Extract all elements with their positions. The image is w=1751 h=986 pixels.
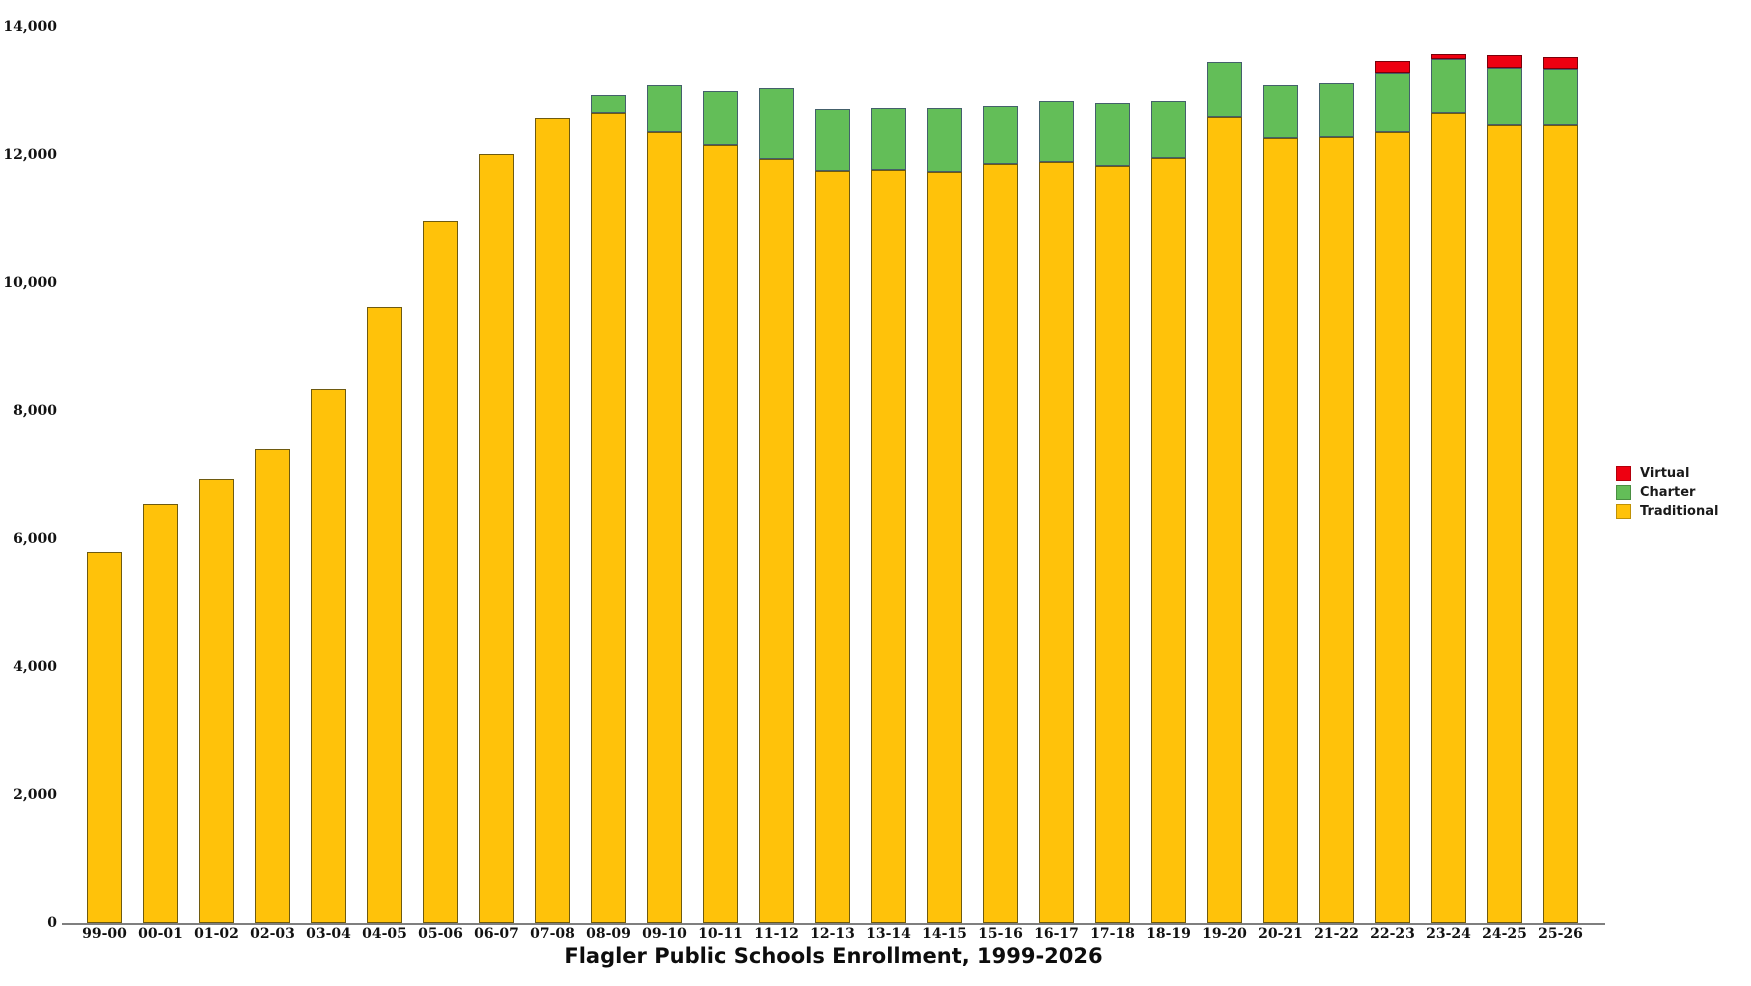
bar-segment-charter-14-15: [927, 108, 962, 173]
bar-segment-traditional-05-06: [423, 220, 458, 923]
bar-segment-charter-13-14: [871, 108, 906, 170]
y-axis-tick-label: 12,000: [3, 147, 57, 163]
y-axis-tick-label: 8,000: [13, 403, 57, 419]
bar-segment-charter-20-21: [1263, 85, 1298, 138]
bar-segment-charter-25-26: [1543, 69, 1578, 125]
bar-segment-traditional-06-07: [479, 153, 514, 923]
x-axis-tick-label: 20-21: [1258, 926, 1303, 942]
bar-segment-traditional-24-25: [1487, 124, 1522, 923]
bar-segment-traditional-21-22: [1319, 137, 1354, 923]
x-axis-tick-label: 18-19: [1146, 926, 1191, 942]
y-axis-tick-label: 0: [47, 915, 57, 931]
bar-segment-traditional-08-09: [591, 112, 626, 923]
bar-segment-charter-19-20: [1207, 61, 1242, 118]
bar-segment-traditional-02-03: [255, 449, 290, 923]
y-axis-tick-label: 2,000: [13, 787, 57, 803]
bar-segment-traditional-12-13: [815, 171, 850, 923]
x-axis-tick-label: 19-20: [1202, 926, 1247, 942]
bar-segment-traditional-04-05: [367, 306, 402, 923]
legend-label: Virtual: [1640, 466, 1690, 481]
x-axis-line: [62, 923, 1605, 925]
x-axis-tick-label: 21-22: [1314, 926, 1359, 942]
bar-segment-charter-22-23: [1375, 73, 1410, 132]
x-axis-tick-label: 24-25: [1482, 926, 1527, 942]
x-axis-tick-label: 12-13: [810, 926, 855, 942]
bar-segment-traditional-00-01: [143, 503, 178, 923]
bar-segment-charter-09-10: [647, 85, 682, 132]
bar-segment-traditional-14-15: [927, 172, 962, 923]
x-axis-tick-label: 04-05: [362, 926, 407, 942]
bar-segment-charter-08-09: [591, 94, 626, 113]
legend-label: Traditional: [1640, 504, 1719, 519]
bar-segment-traditional-25-26: [1543, 124, 1578, 923]
bar-segment-charter-10-11: [703, 91, 738, 145]
legend-swatch-traditional: [1616, 504, 1631, 519]
bar-segment-charter-15-16: [983, 105, 1018, 164]
x-axis-tick-label: 16-17: [1034, 926, 1079, 942]
bar-segment-charter-23-24: [1431, 59, 1466, 113]
x-axis-tick-label: 11-12: [754, 926, 799, 942]
bar-segment-traditional-18-19: [1151, 158, 1186, 923]
x-axis-tick-label: 03-04: [306, 926, 351, 942]
y-axis-tick-label: 4,000: [13, 659, 57, 675]
bar-segment-charter-11-12: [759, 87, 794, 159]
bar-segment-traditional-01-02: [199, 478, 234, 923]
bar-segment-traditional-10-11: [703, 144, 738, 923]
bar-segment-traditional-13-14: [871, 169, 906, 923]
chart-title: Flagler Public Schools Enrollment, 1999-…: [564, 944, 1103, 968]
legend-item-virtual: Virtual: [1616, 466, 1718, 481]
bar-segment-traditional-16-17: [1039, 162, 1074, 923]
bar-segment-charter-17-18: [1095, 103, 1130, 166]
bar-segment-traditional-15-16: [983, 163, 1018, 923]
y-axis-tick-label: 14,000: [3, 19, 57, 35]
legend-item-traditional: Traditional: [1616, 504, 1718, 519]
x-axis-tick-label: 08-09: [586, 926, 631, 942]
x-axis-tick-label: 06-07: [474, 926, 519, 942]
legend-swatch-virtual: [1616, 466, 1631, 481]
x-axis-tick-label: 25-26: [1538, 926, 1583, 942]
bar-segment-traditional-23-24: [1431, 112, 1466, 923]
x-axis-tick-label: 00-01: [138, 926, 183, 942]
bar-segment-charter-24-25: [1487, 67, 1522, 125]
x-axis-tick-label: 10-11: [698, 926, 743, 942]
bar-segment-traditional-20-21: [1263, 137, 1298, 923]
bar-segment-virtual-25-26: [1543, 57, 1578, 70]
bar-segment-traditional-09-10: [647, 131, 682, 923]
x-axis-tick-label: 07-08: [530, 926, 575, 942]
legend-item-charter: Charter: [1616, 485, 1718, 500]
bar-segment-traditional-03-04: [311, 388, 346, 923]
x-axis-tick-label: 01-02: [194, 926, 239, 942]
bar-segment-traditional-99-00: [87, 551, 122, 923]
bar-segment-virtual-24-25: [1487, 55, 1522, 68]
bar-segment-traditional-17-18: [1095, 165, 1130, 923]
legend-label: Charter: [1640, 485, 1696, 500]
y-axis-tick-label: 10,000: [3, 275, 57, 291]
y-axis-tick-label: 6,000: [13, 531, 57, 547]
chart-legend: Virtual Charter Traditional: [1616, 466, 1718, 519]
x-axis-tick-label: 17-18: [1090, 926, 1135, 942]
bar-segment-virtual-23-24: [1431, 53, 1466, 59]
x-axis-tick-label: 09-10: [642, 926, 687, 942]
x-axis-tick-label: 02-03: [250, 926, 295, 942]
legend-swatch-charter: [1616, 485, 1631, 500]
x-axis-tick-label: 23-24: [1426, 926, 1471, 942]
bar-segment-traditional-19-20: [1207, 117, 1242, 923]
bar-segment-charter-16-17: [1039, 101, 1074, 163]
x-axis-tick-label: 22-23: [1370, 926, 1415, 942]
x-axis-tick-label: 99-00: [82, 926, 127, 942]
bar-segment-charter-12-13: [815, 108, 850, 171]
bar-segment-virtual-22-23: [1375, 60, 1410, 74]
x-axis-tick-label: 13-14: [866, 926, 911, 942]
bar-segment-traditional-07-08: [535, 117, 570, 923]
x-axis-tick-label: 05-06: [418, 926, 463, 942]
x-axis-tick-label: 14-15: [922, 926, 967, 942]
x-axis-tick-label: 15-16: [978, 926, 1023, 942]
bar-segment-traditional-11-12: [759, 158, 794, 923]
bar-segment-charter-21-22: [1319, 83, 1354, 138]
bar-segment-charter-18-19: [1151, 101, 1186, 159]
bar-segment-traditional-22-23: [1375, 131, 1410, 923]
